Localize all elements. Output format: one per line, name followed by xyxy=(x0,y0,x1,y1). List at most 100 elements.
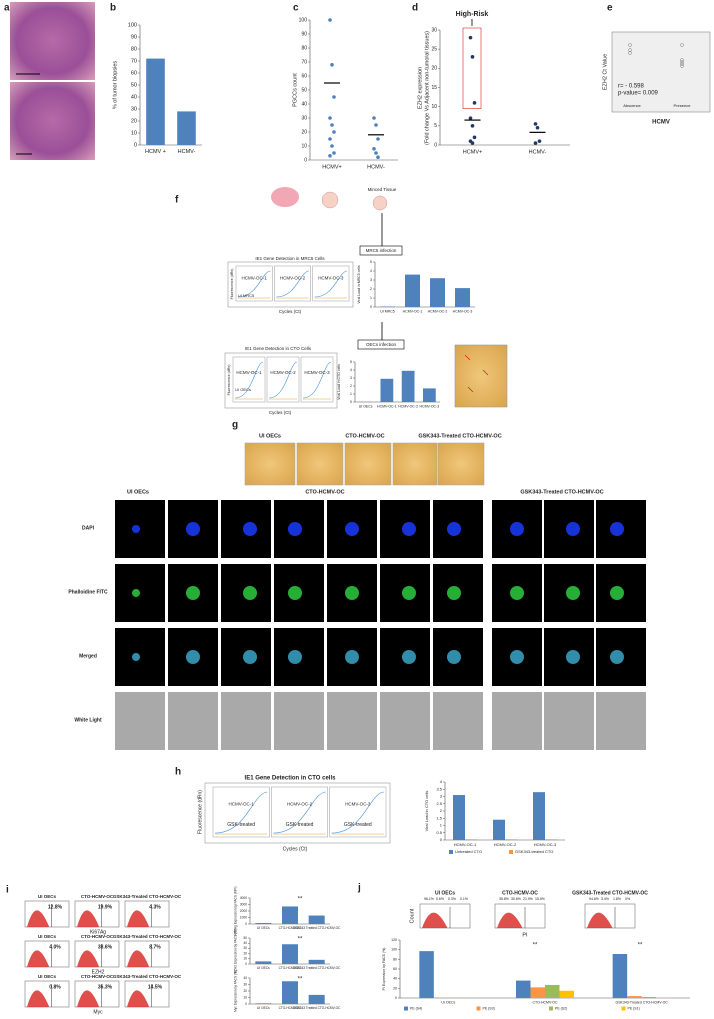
bar xyxy=(612,954,628,998)
bar xyxy=(255,961,272,964)
bar xyxy=(308,959,325,964)
plot-label: GSK-treated xyxy=(344,822,372,828)
panel-letter: h xyxy=(175,767,181,778)
annotation: High-Risk xyxy=(456,11,489,18)
plot-label: HCMV-OC-3 xyxy=(345,802,371,807)
x-tick-label: Presence xyxy=(674,103,692,108)
bar xyxy=(641,997,657,998)
x-tick-label: HCMV-OC-2 xyxy=(428,309,448,313)
x-tick-label: HCMV-OC-2 xyxy=(398,404,418,408)
percent-label: 19.9% xyxy=(98,904,113,910)
cell-decoration xyxy=(402,522,416,536)
histogram-decoration xyxy=(127,950,150,967)
panel-letter: f xyxy=(175,195,179,206)
bar xyxy=(282,906,298,924)
bar xyxy=(146,58,165,145)
plot-label: UI OECs xyxy=(235,387,251,392)
microscopy-image xyxy=(115,692,165,750)
amplification-curve xyxy=(273,791,326,834)
percent-label: 0.1% xyxy=(460,897,468,901)
legend-swatch xyxy=(621,1006,626,1011)
bar xyxy=(453,795,465,840)
y-tick-label: 90 xyxy=(131,34,137,40)
marker-decoration xyxy=(680,58,684,62)
x-tick-label: HCMV-OC-3 xyxy=(420,404,440,408)
axis xyxy=(309,20,398,161)
cell-decoration xyxy=(402,586,416,600)
y-tick-label: 70 xyxy=(131,58,137,64)
y-tick-label: 40 xyxy=(243,976,247,980)
amplification-curve xyxy=(276,270,309,298)
y-tick-label: 4 xyxy=(440,779,443,784)
significance-label: ** xyxy=(638,943,643,949)
bar xyxy=(282,981,298,1004)
x-tick-label: GSK343 Treated CTO-HCMV-OC xyxy=(293,1006,341,1010)
y-tick-label: 1 xyxy=(370,296,372,300)
cell-decoration xyxy=(566,650,580,664)
percent-label: 38.6% xyxy=(98,944,113,950)
y-tick-label: 20 xyxy=(243,951,247,955)
dot xyxy=(332,95,336,99)
cell-decoration xyxy=(132,589,140,597)
axis-title: Count xyxy=(409,908,415,923)
microscopy-image xyxy=(596,692,646,750)
percent-label: 0.8% xyxy=(49,984,61,990)
y-tick-label: 5 xyxy=(434,123,437,129)
plot-label: GSK-treated xyxy=(286,822,314,828)
marker-decoration xyxy=(680,43,684,47)
y-tick-label: 80 xyxy=(131,46,137,52)
y-tick-label: 0 xyxy=(134,142,137,148)
y-tick-label: 1 xyxy=(440,823,443,828)
step-box xyxy=(357,339,405,350)
x-tick-label: HCMV-OC-1 xyxy=(454,842,477,847)
bar xyxy=(545,839,557,840)
panel-letter: a xyxy=(4,3,10,14)
axis xyxy=(439,30,570,146)
significance-label: ** xyxy=(298,937,303,943)
axis-title: EZH2 Ct Value xyxy=(602,54,608,90)
dot xyxy=(535,125,540,130)
legend-swatch xyxy=(404,1006,408,1011)
column-header: CTO-HCMV-OC xyxy=(305,489,344,495)
y-tick-label: 1000 xyxy=(240,915,247,919)
panel-letter: i xyxy=(6,885,9,896)
y-tick-label: 0 xyxy=(395,996,397,1000)
percent-label: 0.3% xyxy=(448,897,456,901)
x-tick-label: HCMV+ xyxy=(322,164,341,170)
y-tick-label: 3 xyxy=(350,376,352,380)
x-tick-label: HCMV-OC-3 xyxy=(534,842,557,847)
axis-title: Myc Expression by FACS (%) xyxy=(233,970,237,1012)
x-tick-label: CTO-HCMV-OC xyxy=(532,1000,557,1004)
y-tick-label: 4 xyxy=(370,269,372,273)
microscopy-image xyxy=(433,692,483,750)
plot-label: GSK-treated xyxy=(227,822,255,828)
x-tick-label: UI OECs xyxy=(257,1006,270,1010)
marker-decoration xyxy=(628,43,632,47)
histogram-decoration xyxy=(77,910,100,927)
dot xyxy=(470,141,475,145)
column-header: UI OECs xyxy=(127,489,149,495)
y-tick-label: 50 xyxy=(301,87,307,93)
dot xyxy=(470,55,475,59)
plot-label: HCMV-OC-2 xyxy=(270,370,296,375)
y-tick-label: 100 xyxy=(299,17,308,23)
plot-label: HCMV-OC-1 xyxy=(236,370,262,375)
y-tick-label: 80 xyxy=(393,957,397,961)
histogram-decoration xyxy=(497,912,523,928)
microscopy-image xyxy=(296,442,344,486)
y-tick-label: 0 xyxy=(245,1002,247,1006)
y-tick-label: 90 xyxy=(301,31,307,37)
dot xyxy=(328,116,332,120)
y-tick-label: 50 xyxy=(131,82,137,88)
dot xyxy=(533,141,538,145)
column-header: GSK343-Treated CTO-HCMV-OC xyxy=(113,974,182,979)
y-tick-label: 10 xyxy=(243,995,247,999)
percent-label: 30.6% xyxy=(511,897,521,901)
dot xyxy=(468,116,473,120)
microscopy-image xyxy=(454,344,508,408)
histogram-decoration xyxy=(77,950,100,967)
y-tick-label: 4 xyxy=(350,368,352,372)
cell-decoration xyxy=(447,586,461,600)
plot-label: HCMV-OC-1 xyxy=(229,802,255,807)
bar xyxy=(255,1003,272,1004)
